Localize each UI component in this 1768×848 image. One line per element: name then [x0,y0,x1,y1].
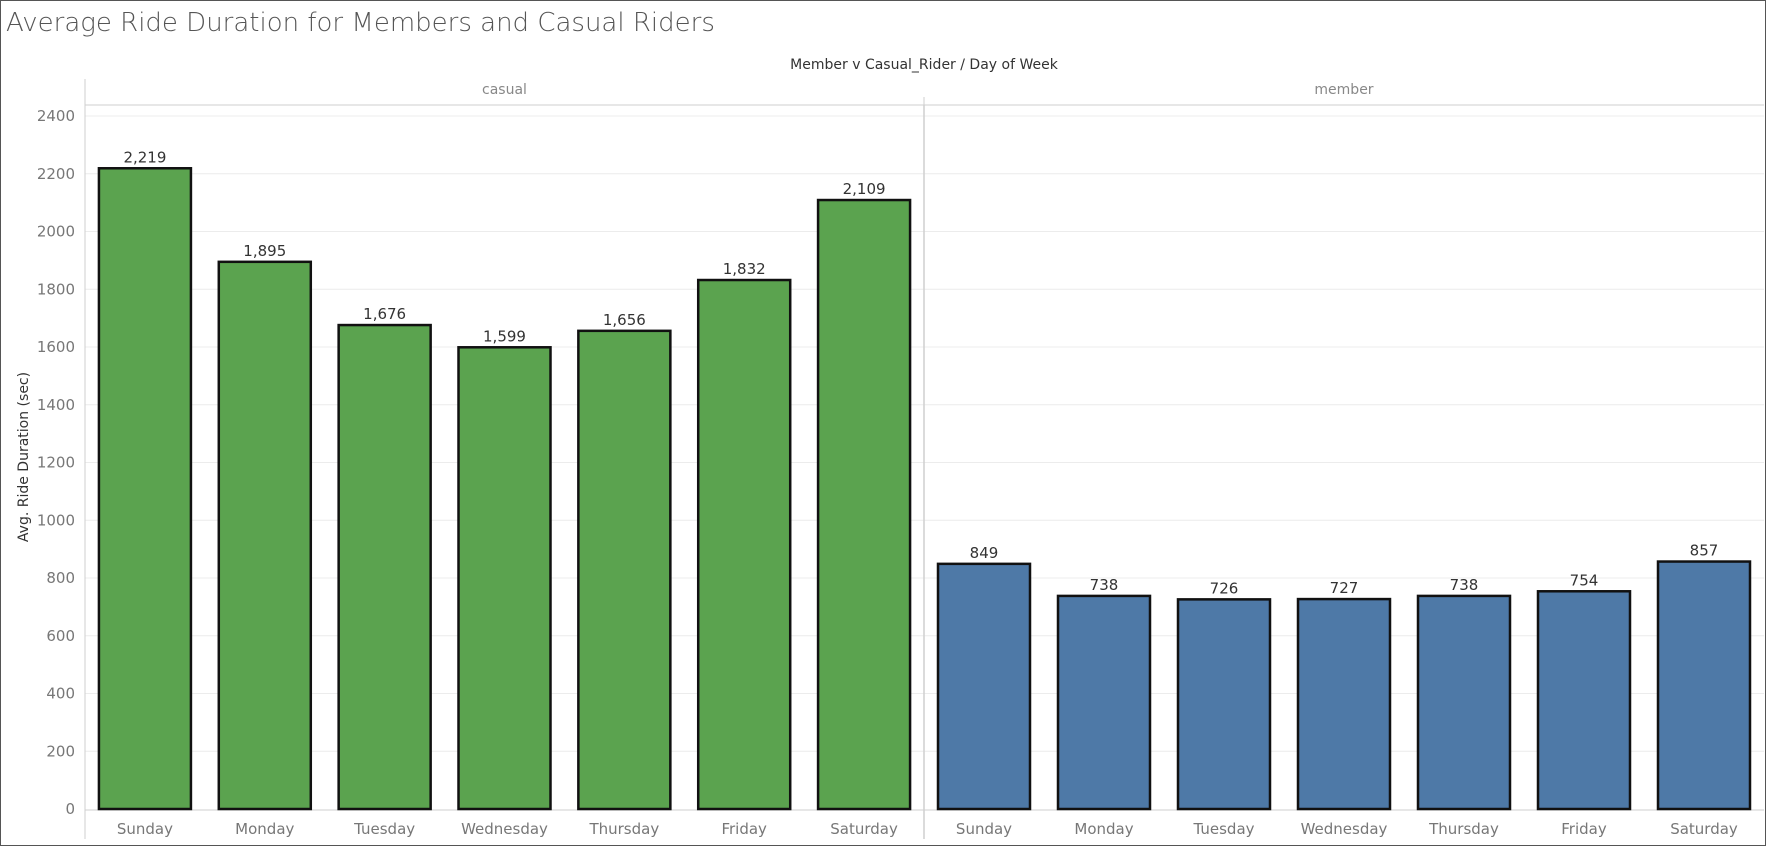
y-tick-label: 1000 [37,511,75,529]
y-tick-label: 0 [65,800,75,818]
bar-casual-monday [217,260,313,811]
data-label: 1,656 [603,311,646,329]
bar-member-wednesday [1296,597,1392,811]
data-label: 738 [1450,576,1479,594]
y-tick-label: 600 [46,627,75,645]
data-label: 754 [1570,571,1599,589]
x-tick-label: Monday [235,820,294,838]
data-label: 1,832 [723,260,766,278]
bar-casual-tuesday [337,323,432,811]
y-tick-label: 2400 [37,107,75,125]
bar-casual-sunday [97,167,193,811]
bar-member-friday [1536,590,1632,811]
data-label: 738 [1090,576,1119,594]
bar-member-monday [1056,594,1152,811]
column-header: Member v Casual_Rider / Day of Week [790,57,1059,73]
x-tick-label: Saturday [830,820,898,838]
y-tick-label: 1400 [37,396,75,414]
x-tick-label: Saturday [1670,820,1738,838]
x-tick-label: Tuesday [1192,820,1254,838]
y-tick-label: 400 [46,685,75,703]
data-label: 2,109 [843,180,886,198]
data-label: 1,599 [483,327,526,345]
y-tick-label: 1800 [37,280,75,298]
x-tick-label: Wednesday [461,820,548,838]
bar-member-saturday [1656,560,1752,811]
panel-label-member: member [1314,82,1373,98]
chart-title: Average Ride Duration for Members and Ca… [6,8,715,38]
y-tick-label: 2200 [37,165,75,183]
data-label: 1,895 [243,242,286,260]
x-tick-label: Thursday [1428,820,1499,838]
bar-member-thursday [1416,594,1512,811]
x-tick-label: Sunday [117,820,173,838]
x-tick-label: Friday [1561,820,1607,838]
bar-member-tuesday [1176,598,1272,811]
x-tick-label: Tuesday [353,820,415,838]
x-tick-label: Monday [1074,820,1133,838]
bar-member-sunday [936,562,1032,811]
data-label: 727 [1330,579,1359,597]
data-label: 2,219 [123,148,166,166]
panel-label-casual: casual [482,82,527,98]
x-tick-label: Sunday [956,820,1012,838]
data-label: 849 [970,544,999,562]
data-label: 1,676 [363,305,406,323]
x-tick-label: Friday [721,820,767,838]
bar-casual-saturday [816,198,912,811]
y-tick-label: 800 [46,569,75,587]
y-tick-label: 2000 [37,223,75,241]
data-label: 726 [1210,579,1239,597]
bar-casual-thursday [577,329,672,811]
bar-casual-wednesday [457,346,552,811]
y-tick-label: 200 [46,742,75,760]
x-tick-label: Wednesday [1301,820,1388,838]
data-label: 857 [1690,542,1719,560]
bar-casual-friday [696,278,792,811]
x-tick-label: Thursday [588,820,659,838]
y-tick-label: 1200 [37,454,75,472]
y-tick-label: 1600 [37,338,75,356]
y-axis-label: Avg. Ride Duration (sec) [16,372,32,542]
